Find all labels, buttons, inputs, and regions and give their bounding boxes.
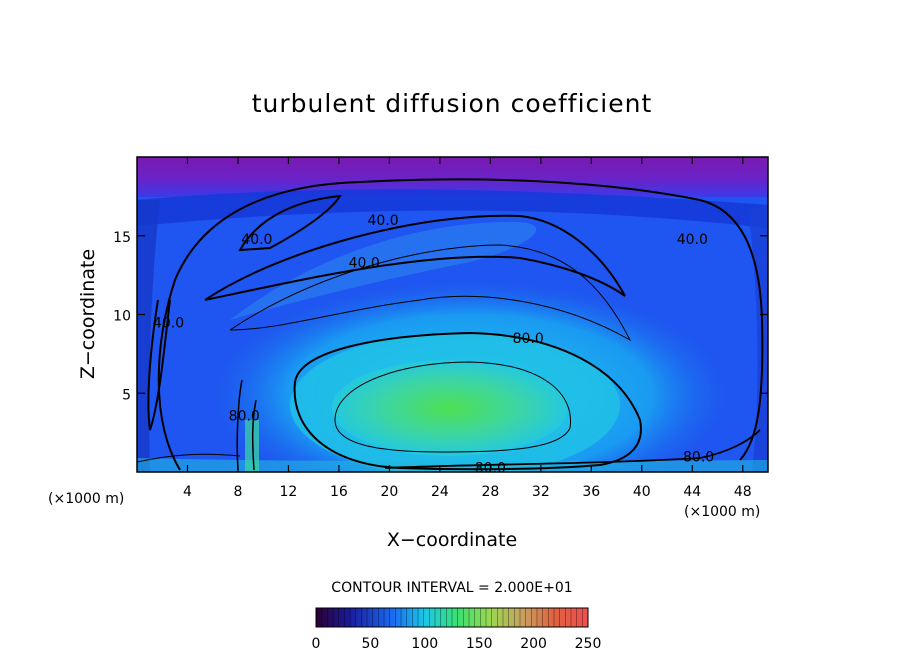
contour-label: 40.0 — [368, 213, 399, 229]
colorbar-tick-label: 0 — [312, 636, 321, 652]
y-tick-label: 10 — [113, 309, 131, 325]
x-tick-label: 32 — [532, 484, 550, 500]
x-tick-label: 12 — [280, 484, 298, 500]
contour-label: 80.0 — [229, 408, 260, 424]
contour-label: 80.0 — [475, 460, 506, 476]
y-axis-label: Z−coordinate — [77, 249, 99, 379]
x-unit-label-right: (×1000 m) — [684, 504, 760, 520]
x-axis-label: X−coordinate — [387, 529, 517, 551]
dark-blue-upper-band — [137, 189, 768, 228]
y-tick-label: 5 — [122, 387, 131, 403]
left-dark-column — [137, 200, 160, 472]
colorbar-tick-label: 50 — [361, 636, 379, 652]
plot-field — [137, 157, 768, 472]
x-tick-label: 36 — [582, 484, 600, 500]
colorbar-tick-label: 100 — [411, 636, 438, 652]
colorbar-tick-label: 150 — [466, 636, 493, 652]
colorbar-stripes — [321, 608, 583, 627]
contour-label: 40.0 — [153, 315, 184, 331]
contour-80-left-column — [236, 379, 257, 471]
light-streak — [230, 221, 537, 320]
colorbar-ticks: 0 50 100 150 200 250 — [312, 636, 602, 652]
x-tick-label: 28 — [481, 484, 499, 500]
colorbar-tick-label: 200 — [520, 636, 547, 652]
x-tick-label: 20 — [380, 484, 398, 500]
contour-60-thin — [229, 244, 632, 342]
x-tick-label: 44 — [683, 484, 701, 500]
x-tick-label: 48 — [734, 484, 752, 500]
green-core — [332, 360, 568, 456]
contour-lines — [137, 178, 764, 471]
contour-100-thin — [334, 361, 572, 453]
contour-labels: 40.0 40.0 40.0 40.0 40.0 80.0 80.0 80.0 80.0 — [153, 213, 714, 476]
chart-title: turbulent diffusion coefficient — [252, 89, 653, 118]
contour-label: 80.0 — [683, 449, 714, 465]
x-tick-label: 24 — [431, 484, 449, 500]
x-tick-label: 4 — [183, 484, 192, 500]
contour-40-upper-left — [238, 194, 342, 252]
right-dark-edge — [748, 205, 768, 472]
contour-40-left-column — [147, 299, 171, 431]
contour-40-streak — [204, 214, 626, 301]
y-axis-ticks: 5 10 15 — [113, 230, 768, 403]
contour-80-ring — [293, 331, 642, 471]
contour-label: 40.0 — [241, 232, 272, 248]
contour-interval-label: CONTOUR INTERVAL = 2.000E+01 — [331, 580, 572, 596]
contour-low-ground — [137, 453, 241, 463]
contour-label: 40.0 — [677, 232, 708, 248]
x-axis-ticks: 4 8 12 16 20 24 28 32 36 40 44 48 — [183, 157, 752, 500]
column-plume — [245, 420, 259, 472]
contour-80-bottom — [384, 429, 761, 469]
contour-label: 40.0 — [349, 256, 380, 272]
x-tick-label: 8 — [233, 484, 242, 500]
x-unit-label-left: (×1000 m) — [48, 491, 124, 507]
x-tick-label: 16 — [330, 484, 348, 500]
contour-label: 80.0 — [513, 331, 544, 347]
colorbar: 0 50 100 150 200 250 — [312, 607, 602, 652]
colorbar-frame — [315, 607, 589, 628]
colorbar-tick-label: 250 — [575, 636, 602, 652]
x-tick-label: 40 — [633, 484, 651, 500]
y-tick-label: 15 — [113, 230, 131, 246]
